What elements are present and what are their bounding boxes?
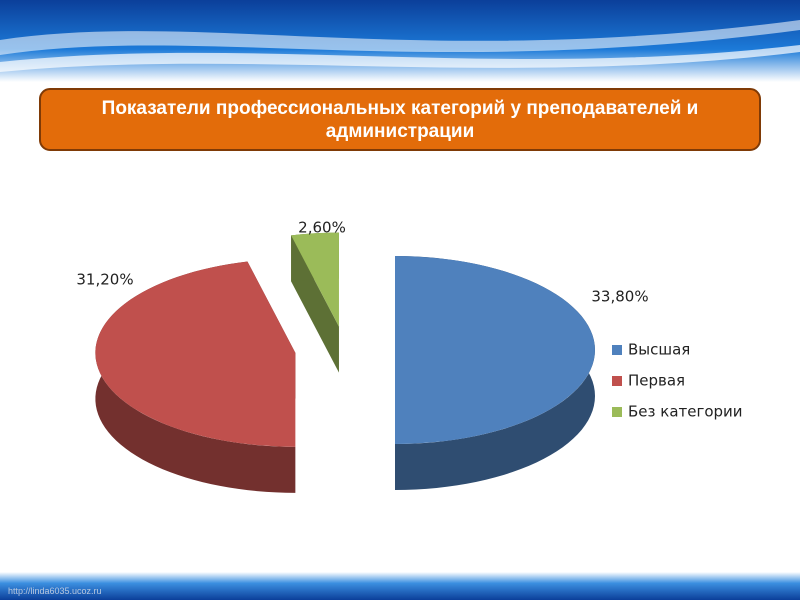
- legend-swatch: [612, 376, 622, 386]
- chart-title: Показатели профессиональных категорий у …: [101, 98, 699, 142]
- data-label: 31,20%: [76, 271, 133, 289]
- header-swoosh: [0, 45, 800, 72]
- footer-url: http://linda6035.ucoz.ru: [8, 586, 102, 596]
- data-label: 33,80%: [591, 288, 648, 306]
- pie-chart: 2,60% 33,80% 31,20% Высшая Первая Без категор…: [76, 219, 743, 493]
- pie-slice: [291, 232, 339, 327]
- legend-label: Высшая: [628, 341, 690, 359]
- legend-swatch: [612, 407, 622, 417]
- pie-slice: [395, 256, 595, 444]
- data-label: 2,60%: [298, 219, 346, 237]
- title-banner: [39, 88, 761, 151]
- legend-swatch: [612, 345, 622, 355]
- footer-band: [0, 572, 800, 600]
- legend-label: Первая: [628, 372, 685, 390]
- title-box: Показатели профессиональных категорий у …: [101, 98, 699, 142]
- legend-label: Без категории: [628, 403, 743, 421]
- pie-slice: [95, 261, 296, 447]
- header-swoosh: [0, 20, 800, 55]
